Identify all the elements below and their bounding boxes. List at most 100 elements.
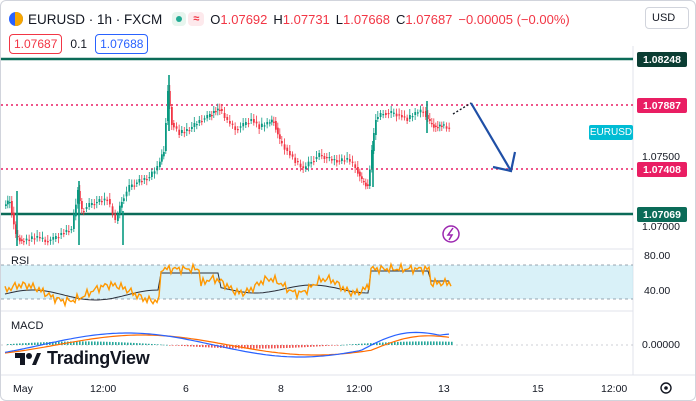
macd-histogram-bar — [196, 345, 198, 347]
macd-histogram-bar — [169, 345, 171, 346]
candle-body — [255, 121, 258, 124]
candle-body — [318, 153, 321, 157]
macd-histogram-bar — [325, 345, 327, 346]
candle-body — [371, 150, 373, 169]
buy-button[interactable]: 1.07688 — [95, 34, 149, 54]
macd-histogram-bar — [91, 341, 93, 345]
candle-body — [15, 224, 17, 234]
forecast-arrow-head-icon — [492, 151, 517, 173]
macd-histogram-bar — [364, 343, 366, 345]
macd-histogram-bar — [259, 345, 261, 349]
candle-body — [250, 119, 253, 121]
rsi-title[interactable]: RSI — [11, 255, 30, 267]
macd-histogram-bar — [19, 343, 21, 345]
sell-button[interactable]: 1.07687 — [9, 34, 63, 54]
macd-histogram-bar — [274, 345, 276, 349]
macd-histogram-bar — [271, 345, 273, 349]
candle-body — [385, 113, 387, 115]
ohlc-open-label: O — [210, 11, 221, 27]
macd-histogram-bar — [298, 345, 300, 348]
ohlc-high-value: 1.07731 — [282, 11, 330, 27]
macd-histogram-bar — [247, 345, 249, 349]
macd-histogram-bar — [391, 342, 393, 345]
quote-row: 1.07687 0.1 1.07688 — [9, 34, 149, 54]
macd-histogram-bar — [277, 345, 279, 349]
macd-histogram-bar — [166, 344, 168, 346]
macd-histogram-bar — [199, 345, 201, 347]
macd-histogram-bar — [328, 345, 330, 346]
candle-body — [201, 121, 203, 123]
macd-line — [4, 331, 450, 358]
candle-body — [242, 123, 245, 127]
candle-body — [409, 115, 411, 119]
macd-histogram-bar — [127, 342, 129, 345]
currency-select[interactable]: USD — [645, 7, 689, 29]
macd-histogram-bar — [16, 343, 18, 345]
tradingview-logo[interactable]: TradingView — [15, 348, 150, 369]
candle-body — [331, 159, 333, 161]
candle-body — [354, 164, 357, 168]
macd-histogram-bar — [172, 345, 174, 346]
candle-body — [196, 124, 198, 126]
candle-body — [313, 161, 315, 163]
candle-body — [138, 179, 141, 183]
candle-body — [101, 201, 103, 203]
macd-histogram-bar — [337, 345, 339, 346]
symbol-title[interactable]: EURUSD · 1h · FXCM — [28, 11, 163, 27]
time-axis-label: 12:00 — [90, 383, 117, 395]
candle-body — [123, 198, 125, 201]
candle-body — [338, 160, 341, 162]
price-tag-resistance: 1.07887 — [637, 98, 687, 113]
data-wave-icon[interactable]: ≈ — [188, 12, 205, 26]
candle-body — [361, 176, 363, 179]
macd-histogram-bar — [370, 343, 372, 345]
candle-body — [91, 203, 93, 205]
candle-body — [266, 122, 269, 125]
candle-body — [60, 233, 63, 235]
candle-body — [223, 113, 226, 118]
macd-histogram-bar — [346, 344, 348, 346]
candle-body — [390, 111, 393, 113]
macd-histogram-bar — [442, 341, 444, 345]
candle-body — [253, 119, 255, 123]
candle-body — [148, 177, 151, 179]
macd-histogram-bar — [214, 345, 216, 348]
macd-histogram-bar — [85, 341, 87, 345]
macd-histogram-bar — [136, 343, 138, 345]
macd-histogram-bar — [184, 345, 186, 347]
candle-body — [33, 238, 36, 240]
lightning-icon — [442, 225, 460, 243]
macd-title[interactable]: MACD — [11, 320, 44, 332]
candle-body — [209, 114, 211, 117]
candle-body — [178, 129, 181, 135]
symbol-header: EURUSD · 1h · FXCM ≈ O 1.07692 H 1.07731 L… — [9, 9, 576, 29]
macd-histogram-bar — [415, 341, 417, 345]
candle-body — [448, 127, 451, 129]
candle-body — [326, 157, 328, 159]
macd-histogram-bar — [25, 343, 27, 345]
macd-histogram-bar — [58, 341, 60, 345]
macd-histogram-bar — [22, 343, 24, 345]
rsi-line — [4, 261, 452, 308]
macd-histogram-bar — [55, 341, 57, 345]
candle-body — [261, 123, 263, 127]
market-open-icon[interactable] — [172, 12, 187, 26]
candle-body — [234, 126, 237, 130]
candle-body — [52, 237, 55, 240]
macd-histogram-bar — [76, 341, 78, 345]
candle-body — [398, 114, 401, 116]
macd-histogram-bar — [292, 345, 294, 348]
candle-body — [433, 124, 435, 128]
candle-body — [411, 116, 414, 118]
candle-body — [146, 179, 148, 181]
macd-histogram-bar — [352, 344, 354, 345]
macd-histogram-bar — [208, 345, 210, 348]
candle-body — [131, 184, 133, 187]
macd-histogram-bar — [61, 341, 63, 345]
candle-body — [333, 159, 336, 161]
candle-body — [237, 129, 239, 131]
macd-histogram-bar — [307, 345, 309, 348]
candle-body — [422, 111, 425, 113]
